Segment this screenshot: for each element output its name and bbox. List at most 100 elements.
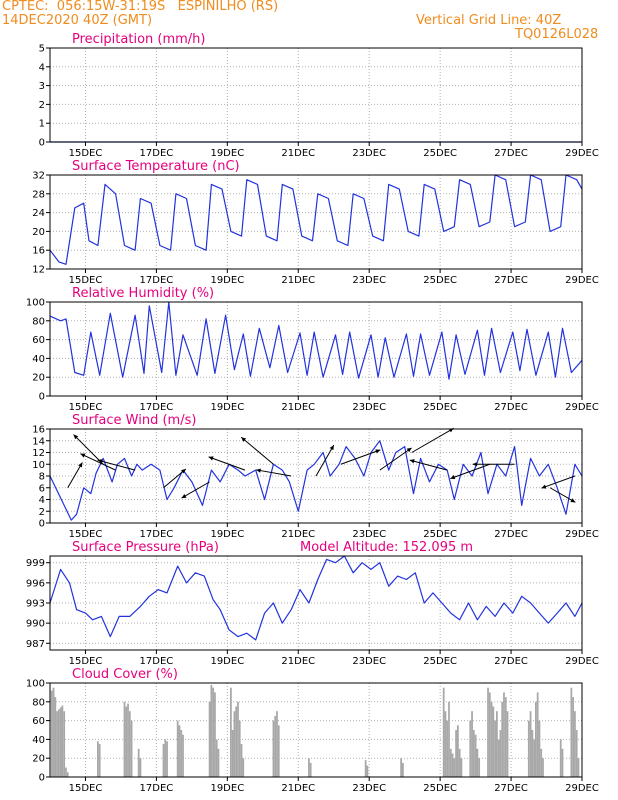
x-tick-label: 27DEC: [494, 656, 528, 667]
x-tick-label: 21DEC: [281, 402, 315, 413]
cloud-bar: [217, 748, 220, 777]
x-tick-label: 19DEC: [210, 783, 244, 794]
x-tick-label: 25DEC: [423, 783, 457, 794]
wind-arrow-shaft: [549, 487, 576, 503]
cloud-bar: [529, 711, 532, 777]
cloud-bar: [164, 739, 167, 777]
cloud-bar: [494, 720, 496, 777]
cloud-bar: [52, 687, 55, 777]
y-tick-label: 0: [39, 392, 45, 403]
y-tick-label: 1: [39, 119, 45, 130]
wind-arrow-shaft: [208, 456, 246, 471]
y-tick-label: 100: [26, 679, 45, 690]
wind-arrow-head: [78, 462, 83, 468]
cloud-bar: [308, 758, 310, 777]
x-tick-label: 15DEC: [69, 656, 103, 667]
wind-arrow-head: [472, 462, 478, 467]
cloud-bar: [130, 720, 133, 777]
x-tick-label: 29DEC: [565, 656, 599, 667]
cloud-bar: [559, 739, 562, 777]
cloud-bar: [460, 758, 463, 777]
x-tick-label: 25DEC: [423, 656, 457, 667]
y-tick-label: 2: [39, 100, 45, 111]
y-tick-label: 3: [39, 81, 45, 92]
pressure-series-line: [49, 555, 583, 641]
cloud-bar: [238, 720, 241, 777]
x-tick-label: 25DEC: [423, 148, 457, 159]
x-tick-label: 17DEC: [140, 529, 174, 540]
cloud-bar: [402, 762, 404, 777]
wind-arrow-shaft: [541, 475, 576, 489]
cloud-bar: [215, 739, 218, 777]
cloud-bar: [61, 705, 64, 777]
run-date-header: 14DEC2020 40Z (GMT): [2, 13, 153, 28]
x-tick-label: 23DEC: [352, 656, 386, 667]
y-tick-label: 24: [32, 208, 45, 219]
cloud-bar: [176, 720, 179, 777]
y-tick-label: 4: [39, 62, 45, 73]
cloud-bar: [474, 734, 477, 777]
x-tick-label: 27DEC: [494, 529, 528, 540]
wind-arrow-shaft: [181, 481, 210, 499]
y-tick-label: 80: [32, 316, 45, 327]
x-tick-label: 27DEC: [494, 275, 528, 286]
cloud-bar: [166, 741, 168, 777]
wind-arrow-head: [329, 445, 334, 451]
y-tick-label: 999: [26, 558, 45, 569]
x-tick-label: 29DEC: [565, 529, 599, 540]
precip-panel: 0 1 2 3 4 5 15DEC 17DEC 19DEC 21DEC 23DEC 25DEC 27DE…: [39, 32, 599, 159]
cloud-bar: [561, 748, 564, 777]
wind-arrow-head: [208, 456, 214, 461]
cloud-bar: [127, 703, 129, 777]
x-tick-label: 17DEC: [140, 402, 174, 413]
wind-panel-title: Surface Wind (m/s): [72, 413, 196, 428]
rh-plot-frame: [49, 301, 583, 397]
cloud-bar: [65, 767, 67, 777]
wind-arrow-head: [450, 475, 456, 480]
y-tick-label: 20: [32, 373, 45, 384]
cloud-bar: [503, 692, 505, 777]
cloud-bar: [455, 730, 457, 777]
pressure-plot-frame: [49, 555, 583, 651]
wind-arrow-shaft: [450, 463, 490, 480]
x-tick-label: 15DEC: [69, 529, 103, 540]
x-tick-label: 23DEC: [352, 275, 386, 286]
y-tick-label: 2: [39, 507, 45, 518]
cloud-bar: [98, 744, 101, 777]
cloud-bar: [128, 711, 131, 777]
wind-arrow-head: [406, 447, 412, 453]
cloud-bar: [277, 725, 280, 777]
rh-panel: 0 20 40 60 80 100 15DEC 17DEC 19DEC 21DEC 23DEC 25D…: [26, 286, 599, 413]
cloud-bar: [535, 701, 537, 777]
y-tick-label: 0: [39, 773, 45, 784]
y-tick-label: 8: [39, 472, 45, 483]
cloud-bar: [499, 730, 502, 777]
cloud-bar: [538, 720, 541, 777]
cloud-bar: [309, 762, 312, 777]
x-tick-label: 15DEC: [69, 148, 103, 159]
rh-series-line: [49, 301, 583, 380]
wind-arrow-head: [409, 459, 415, 464]
y-tick-label: 40: [32, 735, 45, 746]
model-id-label: TQ0126L028: [515, 27, 599, 42]
cloud-panel: 0 20 40 60 80 100 15DEC 17DEC 19DEC 21DEC 23DEC 25D…: [26, 667, 599, 794]
x-tick-label: 27DEC: [494, 783, 528, 794]
cloud-bar: [229, 687, 232, 777]
cloud-bar: [542, 758, 544, 777]
cloud-bar: [497, 739, 500, 777]
cloud-bar: [272, 720, 275, 777]
y-tick-label: 100: [26, 298, 45, 309]
y-tick-label: 0: [39, 138, 45, 149]
cloud-bar: [575, 730, 578, 777]
cloud-bar: [210, 684, 213, 777]
wind-arrow-head: [570, 498, 576, 503]
cloud-bar: [400, 758, 403, 777]
wind-series-line: [49, 440, 583, 521]
x-tick-label: 21DEC: [281, 275, 315, 286]
cloud-bar: [574, 711, 576, 777]
cloud-bar: [469, 720, 472, 777]
cloud-bar: [488, 692, 491, 777]
y-tick-label: 990: [26, 619, 45, 630]
wind-arrow-shaft: [256, 469, 292, 477]
y-tick-label: 16: [32, 425, 45, 436]
